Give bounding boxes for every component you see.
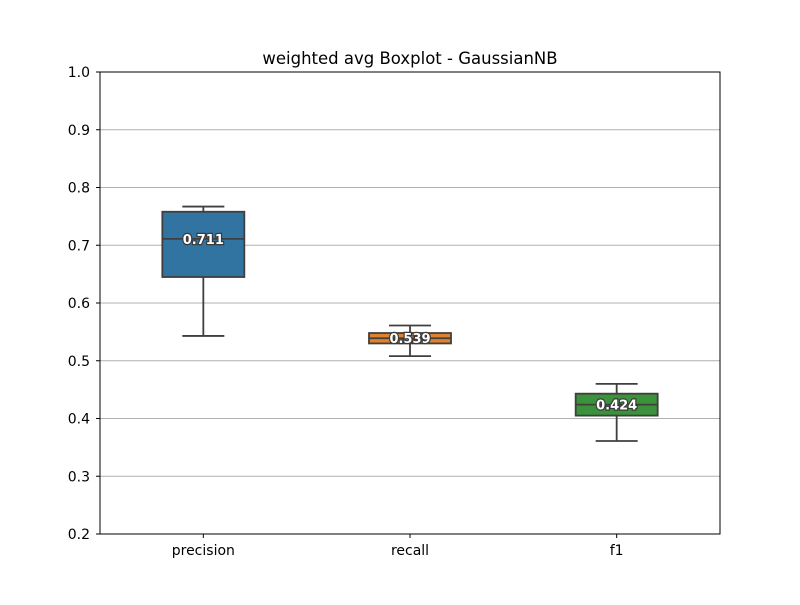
y-tick-label: 0.9 (68, 123, 90, 139)
x-tick-label-f1: f1 (610, 543, 624, 559)
median-label: 0.711 (183, 233, 224, 248)
y-tick-label: 0.2 (68, 527, 90, 543)
y-tick-label: 0.3 (68, 469, 90, 485)
boxes: 0.711 0.539 0.424 (161, 205, 659, 442)
median-label: 0.424 (596, 399, 637, 414)
box-precision: 0.711 (161, 205, 246, 337)
median-label: 0.539 (389, 332, 430, 347)
y-tick-label: 0.6 (68, 296, 90, 312)
x-axis: precision recall f1 (172, 534, 624, 559)
x-tick-label-precision: precision (172, 543, 235, 559)
chart-title: weighted avg Boxplot - GaussianNB (262, 49, 557, 68)
x-tick-label-recall: recall (391, 543, 429, 559)
y-tick-label: 0.4 (68, 412, 90, 428)
box-recall: 0.539 (368, 324, 452, 358)
box-f1: 0.424 (574, 382, 659, 442)
box-iqr (161, 210, 246, 278)
grid-lines (100, 129, 720, 477)
y-tick-label: 1.0 (68, 65, 90, 81)
y-tick-label: 0.5 (68, 354, 90, 370)
y-axis: 0.2 0.3 0.4 0.5 0.6 0.7 0.8 0.9 1.0 (68, 65, 100, 543)
y-tick-label: 0.7 (68, 238, 90, 254)
y-tick-label: 0.8 (68, 181, 90, 197)
